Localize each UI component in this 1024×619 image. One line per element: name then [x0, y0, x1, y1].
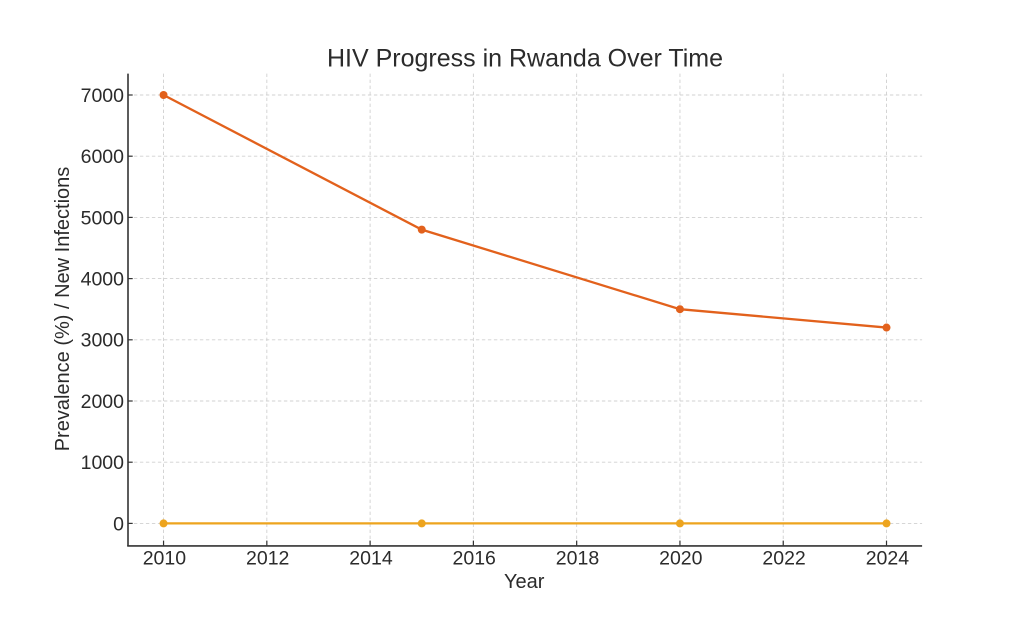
svg-text:0: 0	[113, 513, 124, 535]
svg-text:2024: 2024	[866, 548, 910, 570]
svg-text:2022: 2022	[762, 548, 805, 570]
svg-text:2012: 2012	[246, 548, 289, 570]
svg-text:2014: 2014	[349, 548, 393, 570]
svg-text:2010: 2010	[143, 548, 187, 570]
svg-text:2020: 2020	[659, 548, 703, 570]
svg-text:7000: 7000	[81, 85, 125, 107]
svg-text:3000: 3000	[81, 330, 125, 352]
svg-text:2018: 2018	[556, 548, 599, 570]
svg-text:4000: 4000	[81, 269, 125, 291]
svg-text:HIV Progress in Rwanda Over Ti: HIV Progress in Rwanda Over Time	[327, 45, 723, 73]
svg-text:2016: 2016	[453, 548, 496, 570]
svg-text:5000: 5000	[81, 207, 125, 229]
svg-text:Year: Year	[504, 571, 545, 593]
svg-text:6000: 6000	[81, 146, 125, 168]
svg-text:2000: 2000	[81, 391, 125, 413]
svg-text:1000: 1000	[81, 452, 125, 474]
svg-text:Prevalence (%) / New Infection: Prevalence (%) / New Infections	[52, 167, 74, 452]
